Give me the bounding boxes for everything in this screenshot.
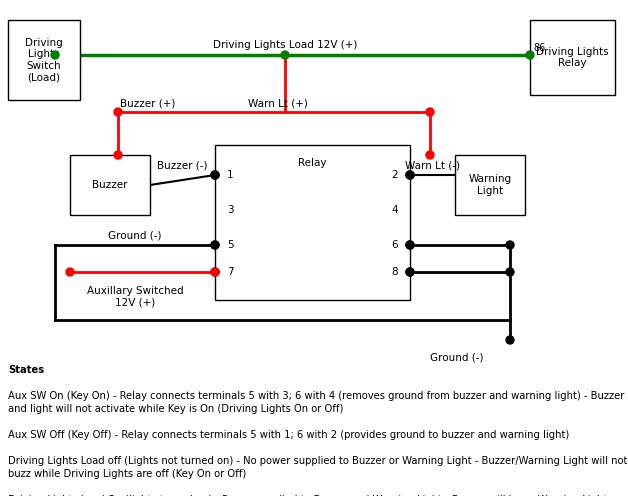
Text: 3: 3: [227, 205, 234, 215]
Circle shape: [506, 336, 514, 344]
Text: 2: 2: [391, 170, 398, 180]
Circle shape: [211, 241, 219, 249]
Text: States: States: [8, 365, 44, 375]
Text: Auxillary Switched
12V (+): Auxillary Switched 12V (+): [87, 286, 183, 308]
Circle shape: [114, 151, 122, 159]
Circle shape: [51, 51, 59, 59]
Circle shape: [406, 268, 414, 276]
Bar: [70, 155, 150, 215]
Text: and light will not activate while Key is On (Driving Lights On or Off): and light will not activate while Key is…: [8, 404, 344, 414]
Text: 5: 5: [227, 240, 234, 250]
Text: Aux SW On (Key On) - Relay connects terminals 5 with 3; 6 with 4 (removes ground: Aux SW On (Key On) - Relay connects term…: [8, 391, 624, 401]
Text: 4: 4: [391, 205, 398, 215]
Text: 1: 1: [227, 170, 234, 180]
Text: Driving Lights Load 12V (+): Driving Lights Load 12V (+): [213, 40, 357, 50]
Circle shape: [281, 51, 289, 59]
Circle shape: [406, 171, 414, 179]
Bar: [530, 20, 615, 95]
Text: Ground (-): Ground (-): [430, 353, 484, 363]
Circle shape: [406, 241, 414, 249]
Circle shape: [406, 268, 414, 276]
Text: Aux SW Off (Key Off) - Relay connects terminals 5 with 1; 6 with 2 (provides gro: Aux SW Off (Key Off) - Relay connects te…: [8, 430, 569, 440]
Bar: [455, 155, 525, 215]
Text: Relay: Relay: [298, 158, 327, 168]
Circle shape: [211, 171, 219, 179]
Text: Driving Lights Load On (lights turned on) - Power supplied to Buzzer and Warning: Driving Lights Load On (lights turned on…: [8, 495, 607, 496]
Text: 8: 8: [391, 267, 398, 277]
Circle shape: [211, 268, 219, 276]
Text: Driving Lights Load off (Lights not turned on) - No power supplied to Buzzer or : Driving Lights Load off (Lights not turn…: [8, 456, 627, 466]
Circle shape: [66, 268, 74, 276]
Text: Driving
Lights
Switch
(Load): Driving Lights Switch (Load): [25, 38, 63, 82]
Circle shape: [211, 268, 219, 276]
Circle shape: [426, 108, 434, 116]
Text: 6: 6: [391, 240, 398, 250]
Circle shape: [426, 151, 434, 159]
Circle shape: [406, 241, 414, 249]
Text: Buzzer (+): Buzzer (+): [121, 98, 176, 108]
Circle shape: [211, 241, 219, 249]
Text: Buzzer: Buzzer: [92, 180, 127, 190]
Circle shape: [406, 171, 414, 179]
Text: buzz while Driving Lights are off (Key On or Off): buzz while Driving Lights are off (Key O…: [8, 469, 246, 479]
Text: Buzzer (-): Buzzer (-): [157, 160, 208, 170]
Text: Warn Lt (+): Warn Lt (+): [248, 98, 308, 108]
Text: Warn Lt (-): Warn Lt (-): [405, 160, 460, 170]
Text: Driving Lights
Relay: Driving Lights Relay: [536, 47, 609, 68]
Circle shape: [114, 108, 122, 116]
Text: Warning
Light: Warning Light: [468, 174, 512, 196]
Bar: [215, 145, 410, 300]
Circle shape: [506, 268, 514, 276]
Text: 86: 86: [533, 43, 545, 53]
Text: Ground (-): Ground (-): [108, 230, 162, 240]
Text: 7: 7: [227, 267, 234, 277]
Circle shape: [526, 51, 534, 59]
Bar: [8, 20, 80, 100]
Circle shape: [506, 241, 514, 249]
Circle shape: [211, 171, 219, 179]
